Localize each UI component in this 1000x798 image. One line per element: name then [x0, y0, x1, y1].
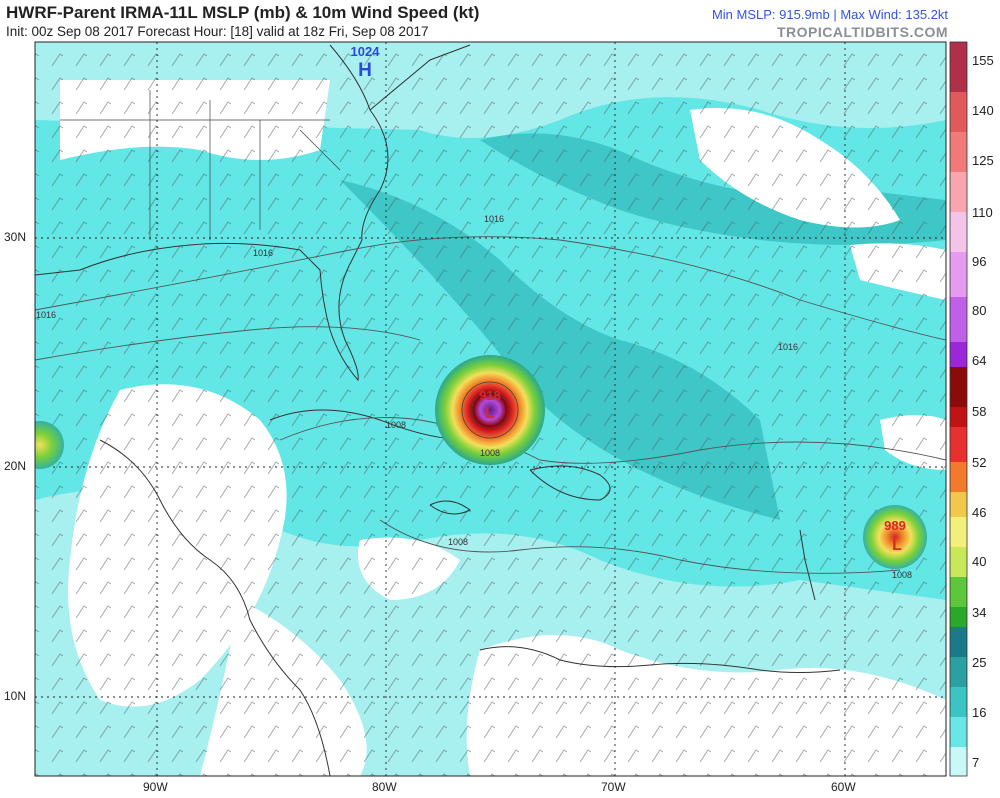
high-pressure-symbol: H	[358, 60, 372, 81]
storm-stats: Min MSLP: 915.9mb | Max Wind: 135.2kt	[711, 7, 948, 22]
colorbar-label: 16	[972, 705, 987, 720]
colorbar-label: 7	[972, 755, 980, 770]
lon-label-70w: 70W	[601, 780, 626, 794]
isobar-label: 1008	[448, 537, 468, 547]
hurricane-irma	[435, 355, 545, 465]
colorbar-label: 34	[972, 605, 987, 620]
colorbar-label: 52	[972, 455, 987, 470]
chart-title: HWRF-Parent IRMA-11L MSLP (mb) & 10m Win…	[6, 3, 480, 22]
colorbar-label: 25	[972, 655, 987, 670]
isobar-labels: 1016 1016 1016 1016 1008 1008 1008 1008	[36, 214, 912, 580]
jose-pressure-value: 989	[884, 518, 906, 533]
source-credit: TROPICALTIDBITS.COM	[776, 24, 948, 40]
isobar-label: 1016	[253, 248, 273, 258]
colorbar	[949, 41, 968, 777]
colorbar-label: 125	[972, 153, 994, 168]
map-frame	[34, 41, 947, 777]
isobar-label: 1008	[386, 420, 406, 430]
hurricane-jose	[863, 505, 927, 569]
isobar-label: 1016	[778, 342, 798, 352]
colorbar-label: 155	[972, 53, 994, 68]
colorbar-label: 96	[972, 254, 987, 269]
colorbar-label: 64	[972, 353, 987, 368]
state-borders	[60, 90, 341, 240]
isobar-label: 1016	[484, 214, 504, 224]
lat-lon-grid	[35, 42, 946, 776]
colorbar-label: 46	[972, 505, 987, 520]
isobar-label: 1008	[892, 570, 912, 580]
lon-label-60w: 60W	[831, 780, 856, 794]
irma-isobar-inner	[471, 391, 509, 429]
lat-label-10n: 10N	[4, 689, 27, 703]
forecast-subtitle: Init: 00z Sep 08 2017 Forecast Hour: [18…	[6, 24, 429, 39]
colorbar-label: 140	[972, 103, 994, 118]
storm-katia	[35, 421, 64, 469]
colorbar-label: 80	[972, 303, 987, 318]
colorbar-label: 58	[972, 404, 987, 419]
map-area: 1024 H 918 L 989 L 1016 1016 1016 1016 1…	[35, 42, 946, 776]
high-pressure-value: 1024	[351, 44, 381, 59]
isobar-label: 1008	[480, 448, 500, 458]
colorbar-label: 110	[972, 205, 993, 220]
lon-label-80w: 80W	[372, 780, 397, 794]
colorbar-label: 40	[972, 554, 987, 569]
lon-label-90w: 90W	[143, 780, 168, 794]
isobar-label: 1016	[36, 310, 56, 320]
lat-label-20n: 20N	[4, 459, 27, 473]
irma-isobar-outer	[461, 381, 519, 439]
isobars	[35, 236, 946, 574]
irma-pressure-value: 918	[479, 388, 501, 403]
irma-low-symbol: L	[485, 405, 495, 422]
jose-low-symbol: L	[892, 537, 902, 554]
lat-label-30n: 30N	[4, 230, 27, 244]
